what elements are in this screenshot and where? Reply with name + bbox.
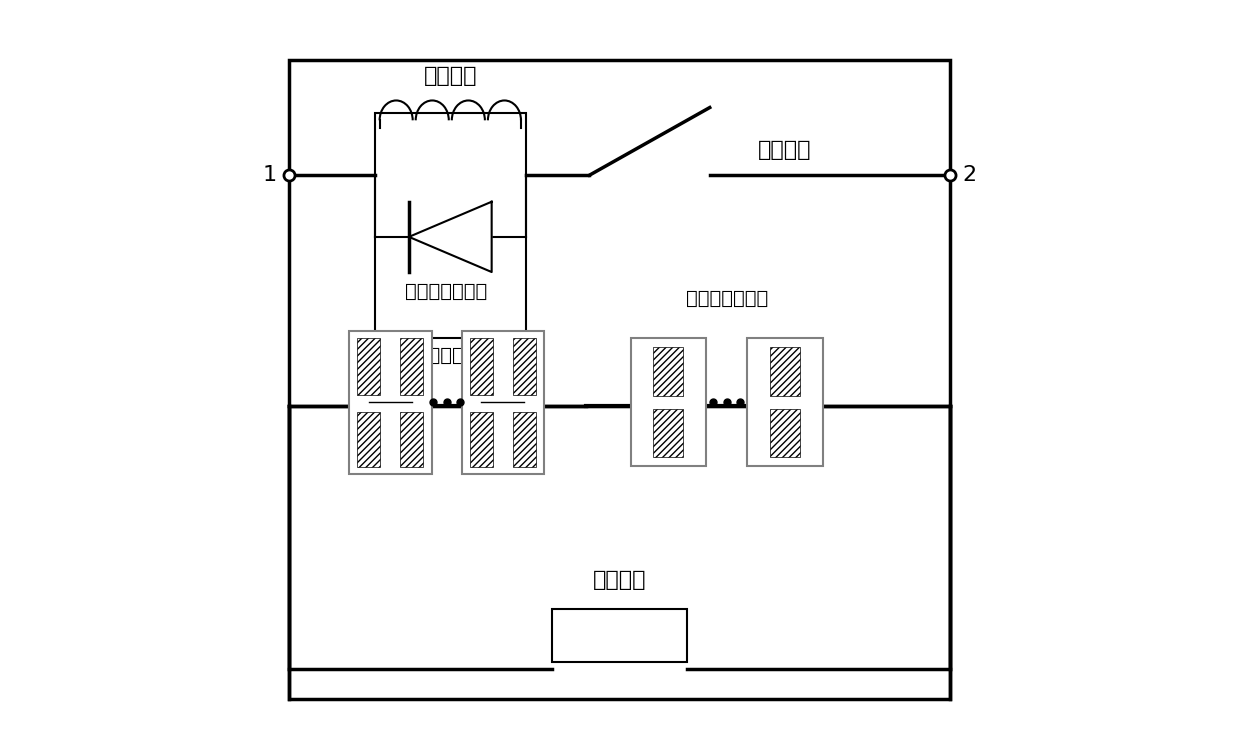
Bar <box>357 338 380 396</box>
Bar <box>357 396 424 408</box>
Bar <box>769 409 800 457</box>
Text: 1: 1 <box>263 165 276 185</box>
Bar <box>349 331 431 474</box>
Bar <box>747 338 823 466</box>
Bar <box>513 412 536 466</box>
Text: 2: 2 <box>963 165 976 185</box>
Bar <box>462 331 544 474</box>
Text: 快速开关: 快速开关 <box>758 141 812 160</box>
Bar <box>400 412 424 466</box>
Bar <box>470 338 493 396</box>
Bar <box>357 412 380 466</box>
Bar <box>631 338 706 466</box>
Text: 可动式限流单元: 可动式限流单元 <box>405 282 488 301</box>
Text: 可动式限流单元: 可动式限流单元 <box>405 346 488 365</box>
Bar <box>470 396 536 408</box>
Bar <box>769 347 800 396</box>
Bar <box>400 338 424 396</box>
Text: 固定式限流单元: 固定式限流单元 <box>685 290 768 308</box>
Bar <box>551 609 688 662</box>
Bar <box>470 412 493 466</box>
Bar <box>289 60 950 699</box>
Bar <box>375 113 525 338</box>
Bar <box>513 338 536 396</box>
Text: 转移电感: 转移电感 <box>424 66 477 86</box>
Polygon shape <box>409 202 492 272</box>
Bar <box>653 347 684 396</box>
Text: 分流电阻: 分流电阻 <box>592 570 647 590</box>
Bar <box>653 409 684 457</box>
